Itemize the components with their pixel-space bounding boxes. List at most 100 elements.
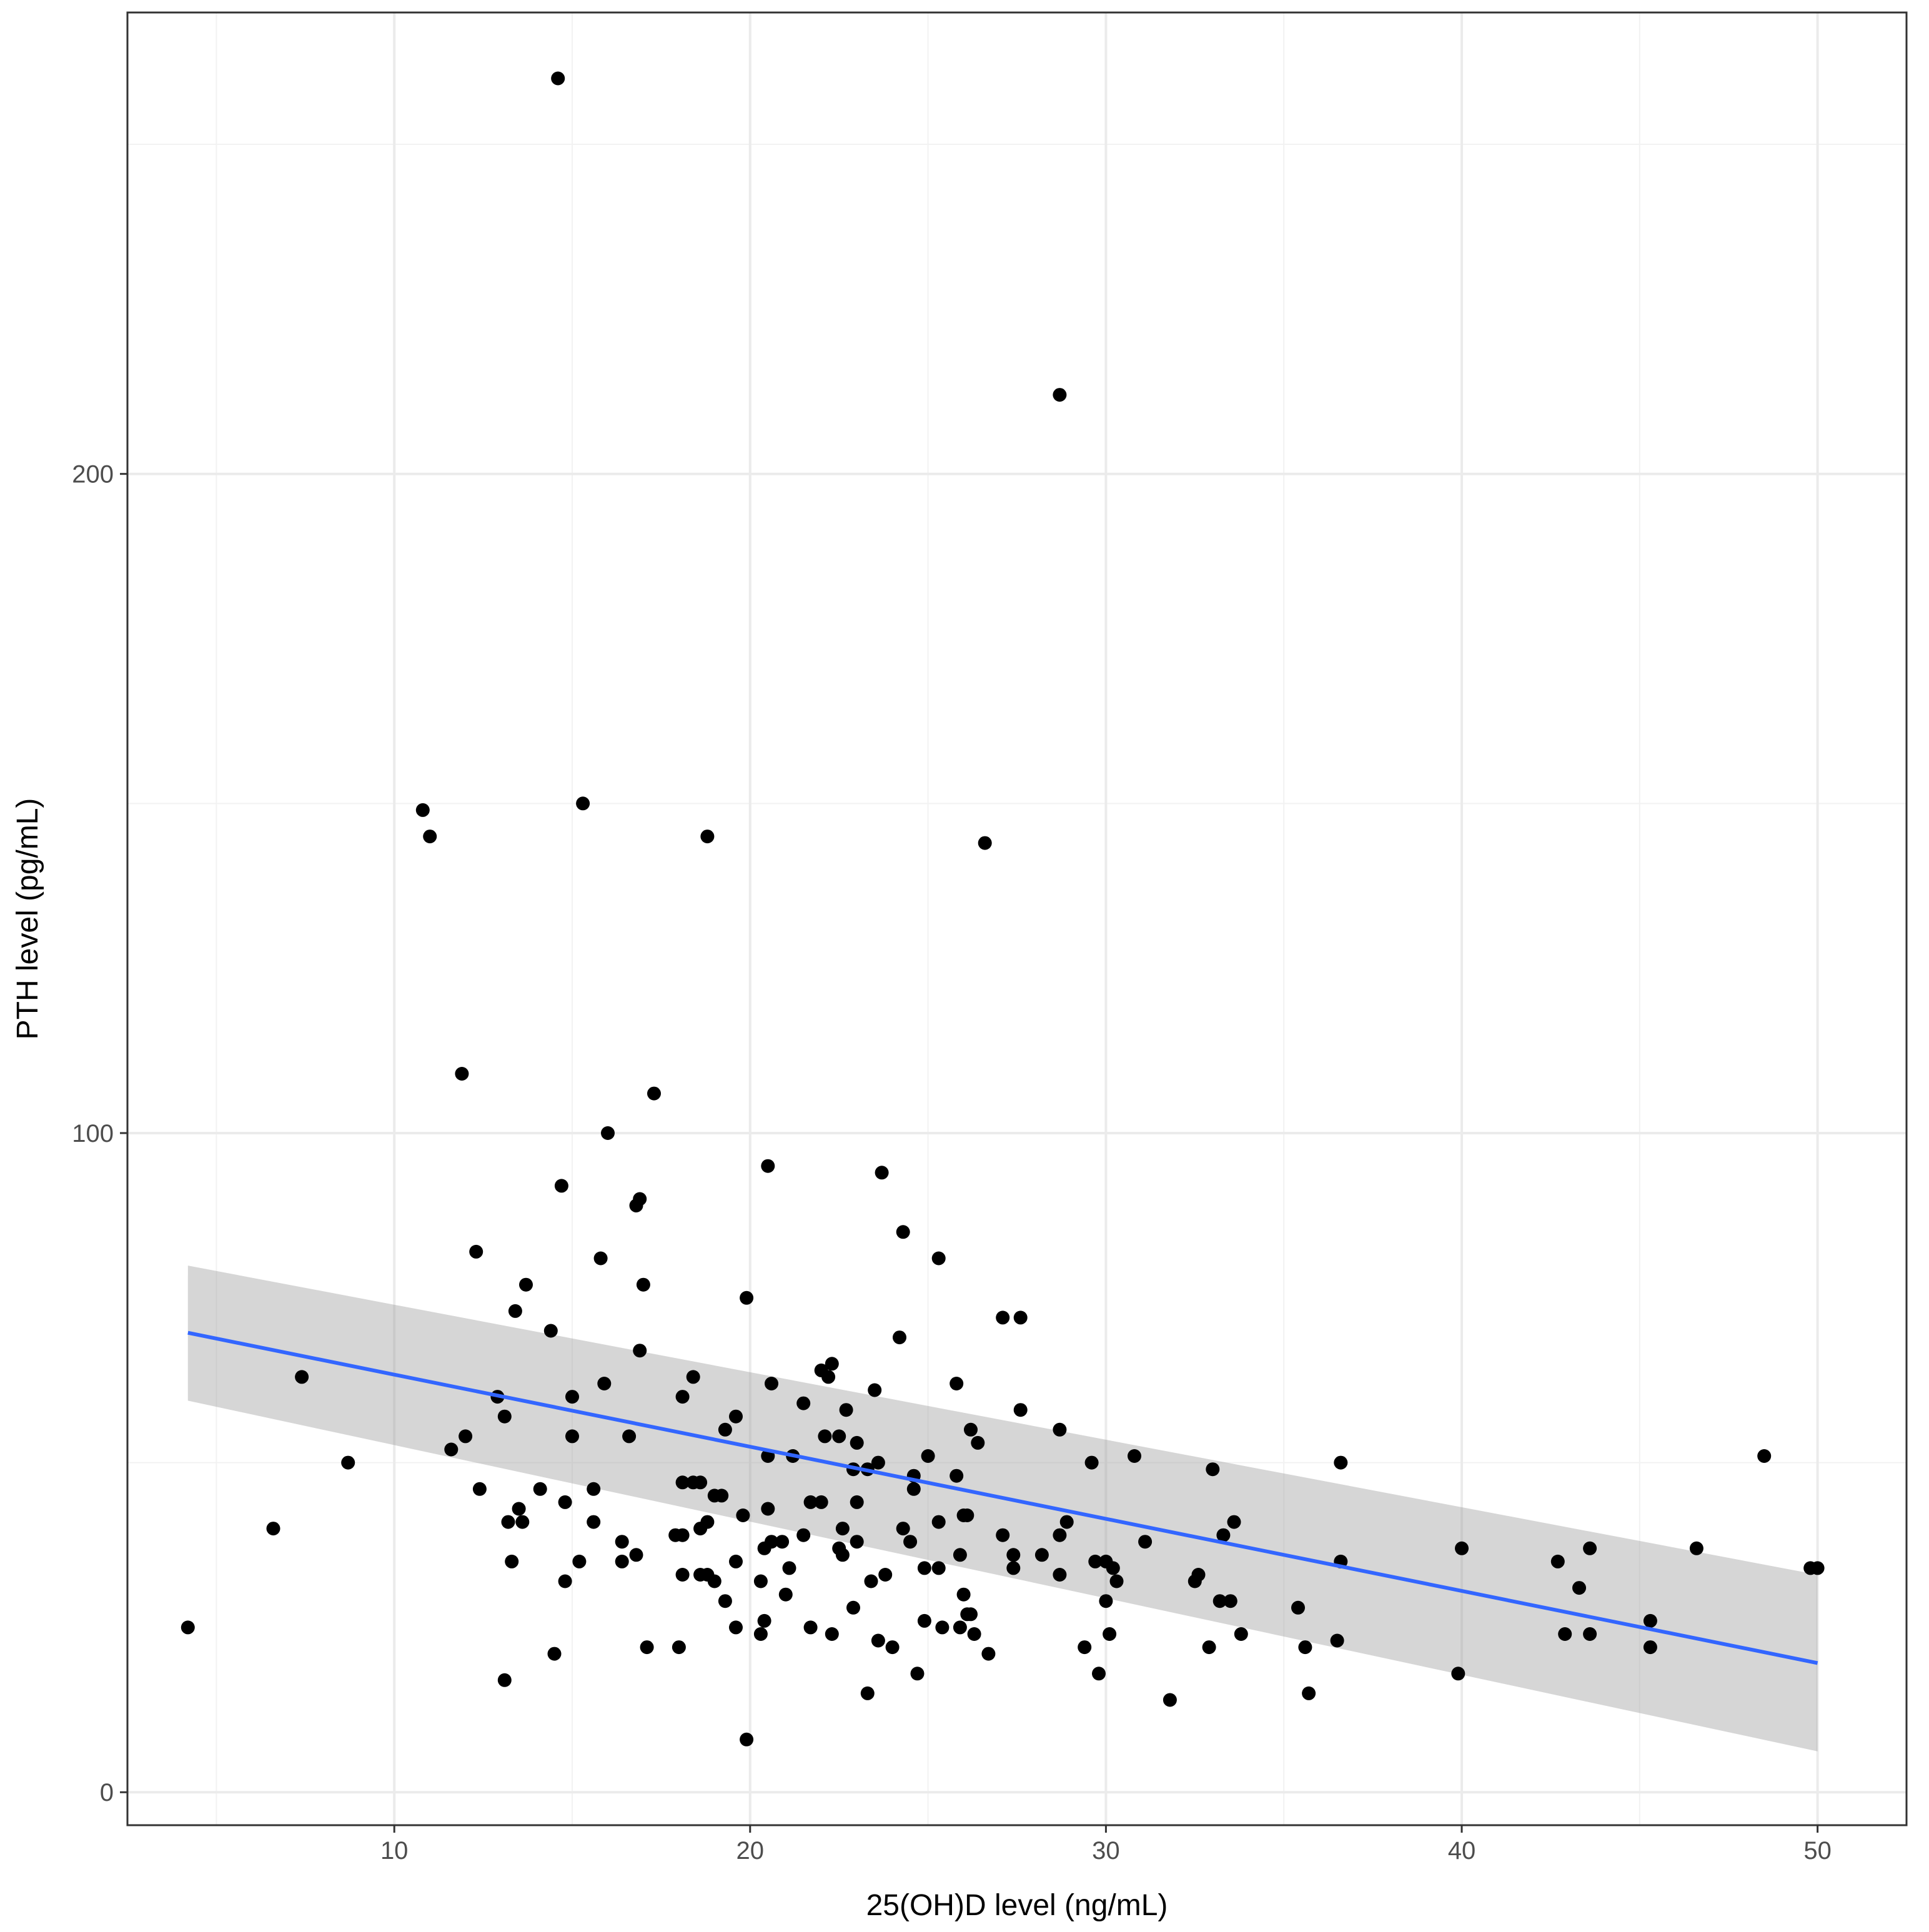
data-point [587,1482,601,1496]
data-point [778,1587,793,1602]
data-point [512,1502,526,1516]
data-point [1128,1449,1141,1463]
data-point [917,1613,931,1628]
y-tick-label: 100 [72,1120,114,1147]
data-point [601,1126,615,1140]
data-point [967,1627,981,1641]
data-point [978,836,992,850]
data-point [996,1310,1010,1325]
data-point [1583,1627,1597,1641]
data-point [1223,1594,1237,1608]
data-point [782,1561,796,1575]
data-point [1109,1574,1124,1588]
data-point [803,1495,818,1509]
data-point [1330,1633,1344,1648]
data-point [761,1502,775,1516]
data-point [803,1620,818,1635]
data-point [551,71,565,86]
data-point [1092,1667,1106,1681]
data-point [497,1409,512,1424]
data-point [519,1277,533,1292]
data-point [615,1535,629,1549]
data-point [576,796,590,811]
data-point [850,1495,864,1509]
data-point [558,1574,572,1588]
data-point [931,1561,946,1575]
data-point [835,1548,850,1562]
data-point [1689,1541,1703,1555]
y-axis-title: PTH level (pg/mL) [11,798,44,1040]
data-point [931,1251,946,1266]
x-axis-title: 25(OH)D level (ng/mL) [866,1889,1168,1922]
data-point [964,1422,978,1437]
data-point [629,1199,643,1212]
data-point [878,1568,893,1582]
data-point [508,1304,522,1318]
data-point [1053,1568,1067,1582]
grid-layer [127,12,1907,1825]
data-point [505,1554,519,1568]
data-point [903,1535,918,1549]
data-point [964,1607,978,1622]
x-tick-label: 50 [1803,1837,1832,1865]
data-point [587,1515,601,1529]
data-point [565,1429,579,1444]
data-point [953,1620,967,1635]
data-point [1334,1455,1348,1470]
data-point [341,1455,355,1470]
data-point [1212,1594,1227,1608]
data-point [850,1435,864,1450]
data-point [917,1561,931,1575]
data-point [515,1515,530,1529]
data-point [814,1495,828,1509]
data-point [1558,1627,1572,1641]
data-point [558,1495,572,1509]
data-point [996,1528,1010,1542]
panel-border [126,11,1908,1826]
data-point [554,1179,568,1193]
data-point [640,1640,654,1655]
data-point [931,1515,946,1529]
data-point [910,1667,925,1681]
data-point [686,1370,700,1384]
data-point [736,1508,750,1522]
data-point [455,1067,469,1081]
data-point [266,1522,280,1536]
data-point [1053,1528,1067,1542]
data-point [1550,1554,1565,1568]
data-point [740,1732,754,1746]
confidence-band [187,1266,1818,1751]
data-point [1298,1640,1312,1655]
data-point [950,1469,964,1483]
data-point [469,1244,483,1259]
data-point [1034,1548,1049,1562]
x-tick-label: 10 [380,1837,409,1865]
data-point [693,1522,708,1536]
data-point [729,1620,743,1635]
data-point [906,1482,921,1496]
data-point [672,1640,686,1655]
data-point [825,1627,839,1641]
data-point [753,1574,768,1588]
regression-line [187,1330,1818,1665]
data-point [981,1647,996,1661]
y-tick-label: 200 [72,461,114,488]
data-point [1291,1600,1305,1615]
data-point [675,1390,690,1404]
data-point [593,1251,608,1266]
data-point [629,1548,643,1562]
data-point [707,1574,722,1588]
data-point [1053,388,1067,402]
data-point [740,1290,754,1305]
data-point [832,1429,846,1444]
x-tick-label: 30 [1092,1837,1120,1865]
data-point [950,1377,964,1390]
data-point [675,1528,690,1542]
data-point [1088,1554,1103,1568]
data-point [871,1455,885,1470]
data-point [1757,1449,1772,1463]
data-point [825,1357,839,1371]
data-point [472,1482,487,1496]
data-point [757,1613,771,1628]
